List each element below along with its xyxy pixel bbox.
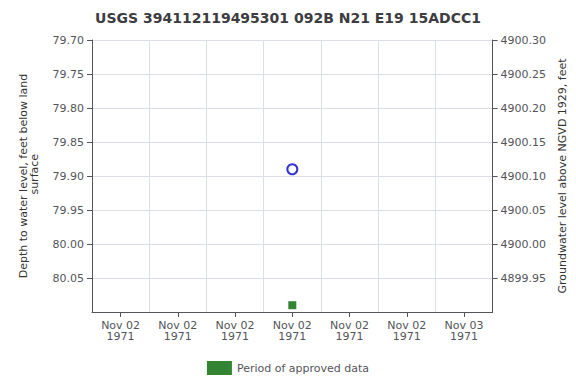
svg-text:79.95: 79.95 bbox=[53, 204, 85, 217]
svg-text:Nov 02: Nov 02 bbox=[215, 319, 255, 332]
svg-text:79.90: 79.90 bbox=[53, 170, 85, 183]
svg-text:4900.30: 4900.30 bbox=[501, 34, 546, 47]
svg-text:4900.00: 4900.00 bbox=[501, 238, 546, 251]
svg-text:1971: 1971 bbox=[107, 330, 135, 343]
svg-text:Nov 02: Nov 02 bbox=[330, 319, 369, 332]
svg-text:79.75: 79.75 bbox=[53, 68, 85, 81]
svg-text:Period of approved data: Period of approved data bbox=[237, 362, 369, 375]
svg-text:79.80: 79.80 bbox=[53, 102, 85, 115]
svg-text:1971: 1971 bbox=[221, 330, 249, 343]
svg-text:Depth to water level, feet bel: Depth to water level, feet below land bbox=[17, 73, 30, 279]
svg-text:79.70: 79.70 bbox=[53, 34, 85, 47]
svg-text:4900.05: 4900.05 bbox=[501, 204, 546, 217]
svg-text:Nov 03: Nov 03 bbox=[444, 319, 484, 332]
svg-text:Groundwater level above NGVD 1: Groundwater level above NGVD 1929, feet bbox=[556, 58, 569, 294]
svg-text:4900.20: 4900.20 bbox=[501, 102, 546, 115]
svg-text:4899.95: 4899.95 bbox=[501, 272, 546, 285]
svg-text:4900.25: 4900.25 bbox=[501, 68, 546, 81]
svg-text:79.85: 79.85 bbox=[53, 136, 85, 149]
svg-text:Nov 02: Nov 02 bbox=[387, 319, 427, 332]
svg-text:Nov 02: Nov 02 bbox=[158, 319, 198, 332]
svg-text:1971: 1971 bbox=[164, 330, 192, 343]
svg-text:1971: 1971 bbox=[450, 330, 478, 343]
svg-text:4900.15: 4900.15 bbox=[501, 136, 546, 149]
svg-text:1971: 1971 bbox=[393, 330, 421, 343]
svg-text:USGS 394112119495301 092B N21: USGS 394112119495301 092B N21 E19 15ADCC… bbox=[95, 10, 481, 26]
svg-text:surface: surface bbox=[28, 154, 41, 198]
svg-text:Nov 02: Nov 02 bbox=[272, 319, 312, 332]
svg-text:80.05: 80.05 bbox=[53, 272, 85, 285]
svg-text:4900.10: 4900.10 bbox=[501, 170, 546, 183]
svg-text:1971: 1971 bbox=[278, 330, 306, 343]
svg-text:1971: 1971 bbox=[336, 330, 364, 343]
svg-text:Nov 02: Nov 02 bbox=[101, 319, 141, 332]
svg-text:80.00: 80.00 bbox=[53, 238, 85, 251]
